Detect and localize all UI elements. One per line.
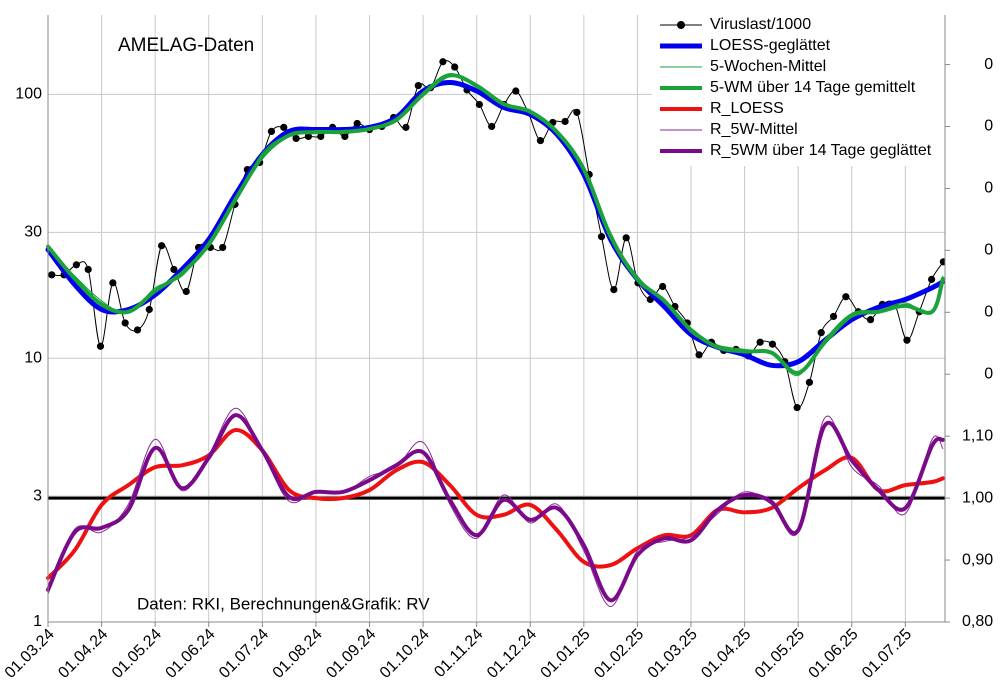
- legend-label: 5-WM über 14 Tage gemittelt: [710, 79, 916, 96]
- data-point: [829, 312, 838, 321]
- data-point: [488, 122, 496, 131]
- y2-tick-label: 1,00: [962, 489, 993, 506]
- data-point: [341, 132, 349, 141]
- series-line: [46, 413, 945, 603]
- data-point: [928, 275, 936, 283]
- annotation: Daten: RKI, Berechnungen&Grafik: RV: [137, 594, 430, 613]
- data-point: [157, 242, 166, 250]
- data-point: [170, 265, 178, 274]
- data-point: [903, 336, 911, 344]
- data-point: [292, 134, 300, 143]
- data-point: [512, 87, 520, 95]
- legend-box: [652, 14, 984, 166]
- y-tick-label: 3: [33, 487, 42, 504]
- legend-label: R_LOESS: [710, 100, 784, 117]
- y-tick-label: 10: [24, 349, 42, 366]
- y-tick-label: 100: [15, 86, 42, 103]
- series-line: [46, 427, 945, 581]
- data-point: [121, 319, 129, 327]
- data-point: [439, 58, 447, 66]
- data-point: [659, 282, 667, 291]
- data-point: [451, 63, 459, 71]
- legend-label: LOESS-geglättet: [710, 37, 831, 54]
- data-point: [768, 340, 777, 348]
- data-point: [219, 243, 227, 252]
- data-point: [475, 100, 483, 109]
- series-line: [45, 79, 946, 369]
- y-tick-label: 30: [24, 224, 42, 241]
- data-point: [610, 285, 618, 294]
- y-tick-label: 1: [33, 613, 42, 630]
- legend-label: R_5W-Mittel: [710, 121, 798, 138]
- data-point: [817, 329, 825, 337]
- data-point: [145, 305, 153, 314]
- legend-label: R_5WM über 14 Tage geglättet: [710, 142, 932, 159]
- data-point: [280, 123, 288, 131]
- data-point: [267, 127, 276, 136]
- data-point: [182, 287, 190, 296]
- label-cover: [945, 160, 984, 400]
- y2-tick-label: 0,80: [962, 613, 993, 630]
- data-point: [48, 271, 56, 279]
- data-point: [561, 117, 569, 126]
- data-point: [793, 403, 801, 412]
- plot-area: [45, 58, 947, 608]
- y2-tick-label: 0,90: [962, 551, 993, 568]
- data-point: [109, 279, 117, 287]
- data-point: [756, 338, 764, 346]
- data-point: [353, 119, 361, 128]
- data-point: [842, 293, 850, 301]
- data-point: [536, 137, 545, 145]
- data-point: [622, 234, 630, 242]
- grid: [47, 15, 945, 623]
- data-point: [866, 316, 875, 324]
- legend-label: 5-Wochen-Mittel: [710, 58, 826, 75]
- data-point: [84, 265, 92, 274]
- legend: Viruslast/1000 LOESS-geglättet 5-Wochen-Mi…: [660, 16, 932, 159]
- data-point: [402, 123, 410, 131]
- legend-label: Viruslast/1000: [710, 16, 811, 33]
- data-point: [597, 233, 606, 241]
- data-point: [304, 132, 313, 141]
- data-point: [805, 378, 814, 386]
- series-line: [46, 73, 945, 375]
- data-point: [96, 342, 105, 350]
- data-point: [317, 132, 325, 141]
- data-point: [573, 108, 581, 116]
- data-point: [695, 351, 703, 359]
- data-point: [72, 261, 80, 269]
- annotation: AMELAG-Daten: [118, 35, 254, 56]
- data-point: [133, 326, 142, 334]
- y2-tick-label: 1,10: [962, 427, 993, 444]
- data-point: [414, 81, 422, 90]
- legend-marker: [677, 21, 685, 29]
